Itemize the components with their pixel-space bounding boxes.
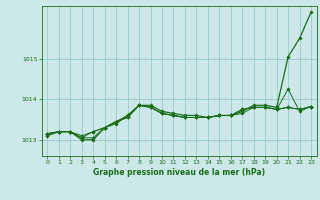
X-axis label: Graphe pression niveau de la mer (hPa): Graphe pression niveau de la mer (hPa) — [93, 168, 265, 177]
